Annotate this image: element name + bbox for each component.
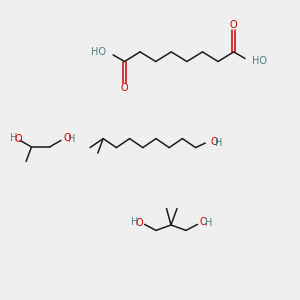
Text: O: O — [121, 83, 128, 94]
Text: O: O — [230, 20, 238, 30]
Text: O: O — [200, 217, 207, 227]
Text: O: O — [14, 134, 22, 145]
Text: H: H — [205, 218, 212, 229]
Text: H: H — [130, 217, 138, 227]
Text: HO: HO — [252, 56, 267, 66]
Text: O: O — [63, 133, 70, 143]
Text: H: H — [68, 134, 76, 145]
Text: H: H — [215, 138, 223, 148]
Text: O: O — [135, 218, 143, 229]
Text: H: H — [10, 133, 17, 143]
Text: HO: HO — [92, 47, 106, 58]
Text: O: O — [211, 136, 218, 147]
